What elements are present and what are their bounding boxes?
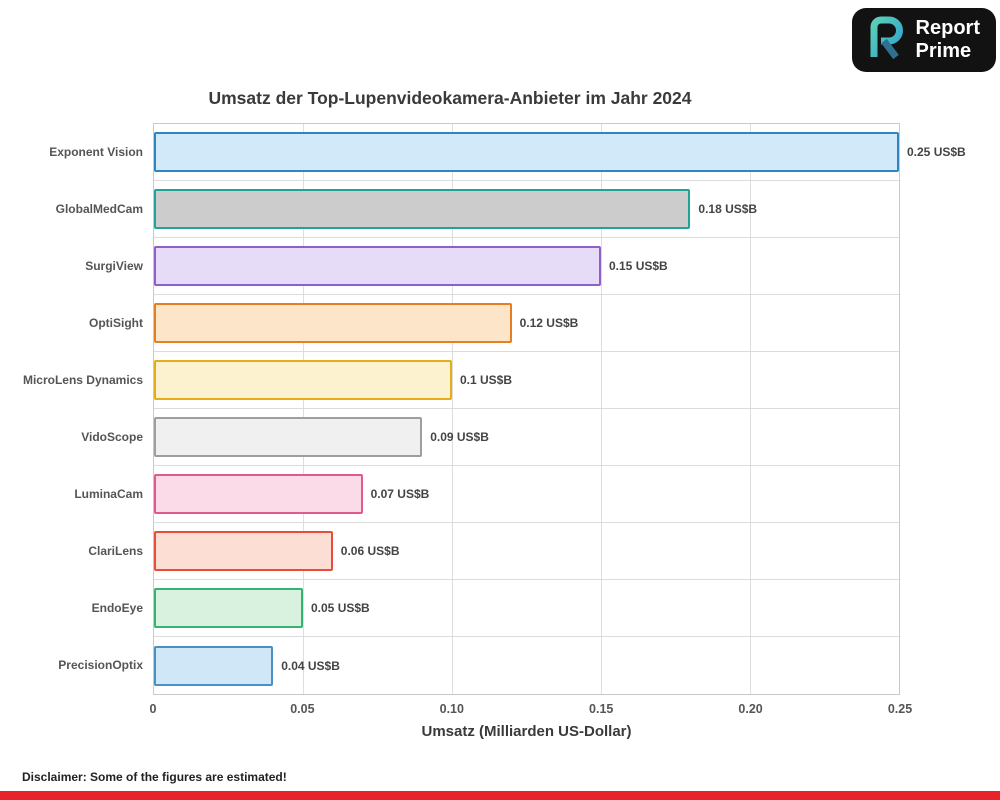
x-axis-tick-label: 0.20	[738, 702, 763, 716]
chart-row: 0.1 US$B	[154, 352, 899, 409]
chart-row: 0.25 US$B	[154, 124, 966, 181]
bar-value-label: 0.15 US$B	[609, 259, 668, 273]
bar-value-label: 0.06 US$B	[340, 544, 400, 558]
y-axis-label: GlobalMedCam	[55, 201, 143, 216]
report-prime-logo-text: Report Prime	[916, 17, 980, 63]
bar-chart: Umsatz der Top-Lupenvideokamera-Anbieter…	[0, 88, 966, 740]
bar	[154, 303, 512, 343]
report-prime-logo: Report Prime	[851, 8, 996, 72]
y-axis-label: LuminaCam	[74, 486, 143, 501]
x-axis-tick-label: 0.15	[589, 702, 614, 716]
disclaimer-text: Disclaimer: Some of the figures are esti…	[22, 770, 287, 784]
chart-row: 0.12 US$B	[154, 295, 899, 352]
footer-accent-strip	[0, 791, 1000, 800]
bar-value-label: 0.25 US$B	[907, 145, 966, 159]
chart-row: 0.09 US$B	[154, 409, 899, 466]
y-axis-label: EndoEye	[91, 600, 143, 615]
report-prime-logo-icon	[862, 15, 908, 66]
logo-line-prime: Prime	[915, 40, 972, 62]
chart-row: 0.18 US$B	[154, 181, 899, 238]
bar	[154, 588, 303, 628]
y-axis-labels: Exponent Vision GlobalMedCam SurgiView Opti…	[0, 123, 153, 695]
bar	[154, 246, 601, 286]
y-axis-label: MicroLens Dynamics	[22, 372, 143, 387]
x-axis-ticks: 0 0.05 0.10 0.15 0.20 0.25	[149, 695, 913, 719]
plot-area: 0.25 US$B 0.18 US$B 0.15 US$B 0.12 US$B 0.1 …	[153, 123, 966, 695]
chart-row: 0.15 US$B	[154, 238, 899, 295]
x-axis-label: Umsatz (Milliarden US-Dollar)	[421, 723, 632, 740]
bar-value-label: 0.12 US$B	[519, 316, 579, 330]
bar-value-label: 0.07 US$B	[370, 487, 430, 501]
vertical-gridline	[750, 124, 751, 694]
bar	[154, 132, 899, 172]
vertical-gridline	[601, 124, 602, 694]
plot-rows: 0.25 US$B 0.18 US$B 0.15 US$B 0.12 US$B 0.1 …	[154, 124, 966, 694]
bar-value-label: 0.04 US$B	[281, 658, 340, 673]
y-axis-label: OptiSight	[89, 315, 143, 330]
y-axis-label: SurgiView	[85, 258, 143, 273]
y-axis-label: VidoScope	[81, 429, 143, 444]
bar	[154, 360, 452, 400]
x-axis-tick-label: 0.10	[439, 702, 464, 716]
gridlines	[154, 124, 899, 694]
chart-title: Umsatz der Top-Lupenvideokamera-Anbieter…	[208, 88, 692, 108]
bar	[154, 189, 691, 229]
bar-value-label: 0.05 US$B	[311, 601, 370, 615]
logo-line-report: Report	[915, 17, 980, 39]
bar	[154, 417, 423, 457]
y-axis-label: ClariLens	[88, 543, 143, 558]
bar-value-label: 0.09 US$B	[430, 430, 489, 444]
x-axis-tick-label: 0	[149, 702, 157, 716]
bar-value-label: 0.18 US$B	[698, 202, 758, 216]
x-axis-tick-label: 0.25	[887, 702, 913, 716]
bar	[154, 474, 363, 514]
bar-value-label: 0.1 US$B	[460, 373, 513, 387]
chart-row: 0.04 US$B	[154, 637, 899, 694]
chart-row: 0.05 US$B	[154, 580, 899, 637]
vertical-gridline	[303, 124, 304, 694]
bar	[154, 531, 333, 571]
chart-row: 0.07 US$B	[154, 466, 899, 523]
chart-row: 0.06 US$B	[154, 523, 899, 580]
x-axis-tick-label: 0.05	[290, 702, 315, 716]
y-axis-label: PrecisionOptix	[58, 657, 143, 672]
vertical-gridline	[452, 124, 453, 694]
bar	[154, 645, 274, 686]
y-axis-label: Exponent Vision	[49, 144, 143, 159]
